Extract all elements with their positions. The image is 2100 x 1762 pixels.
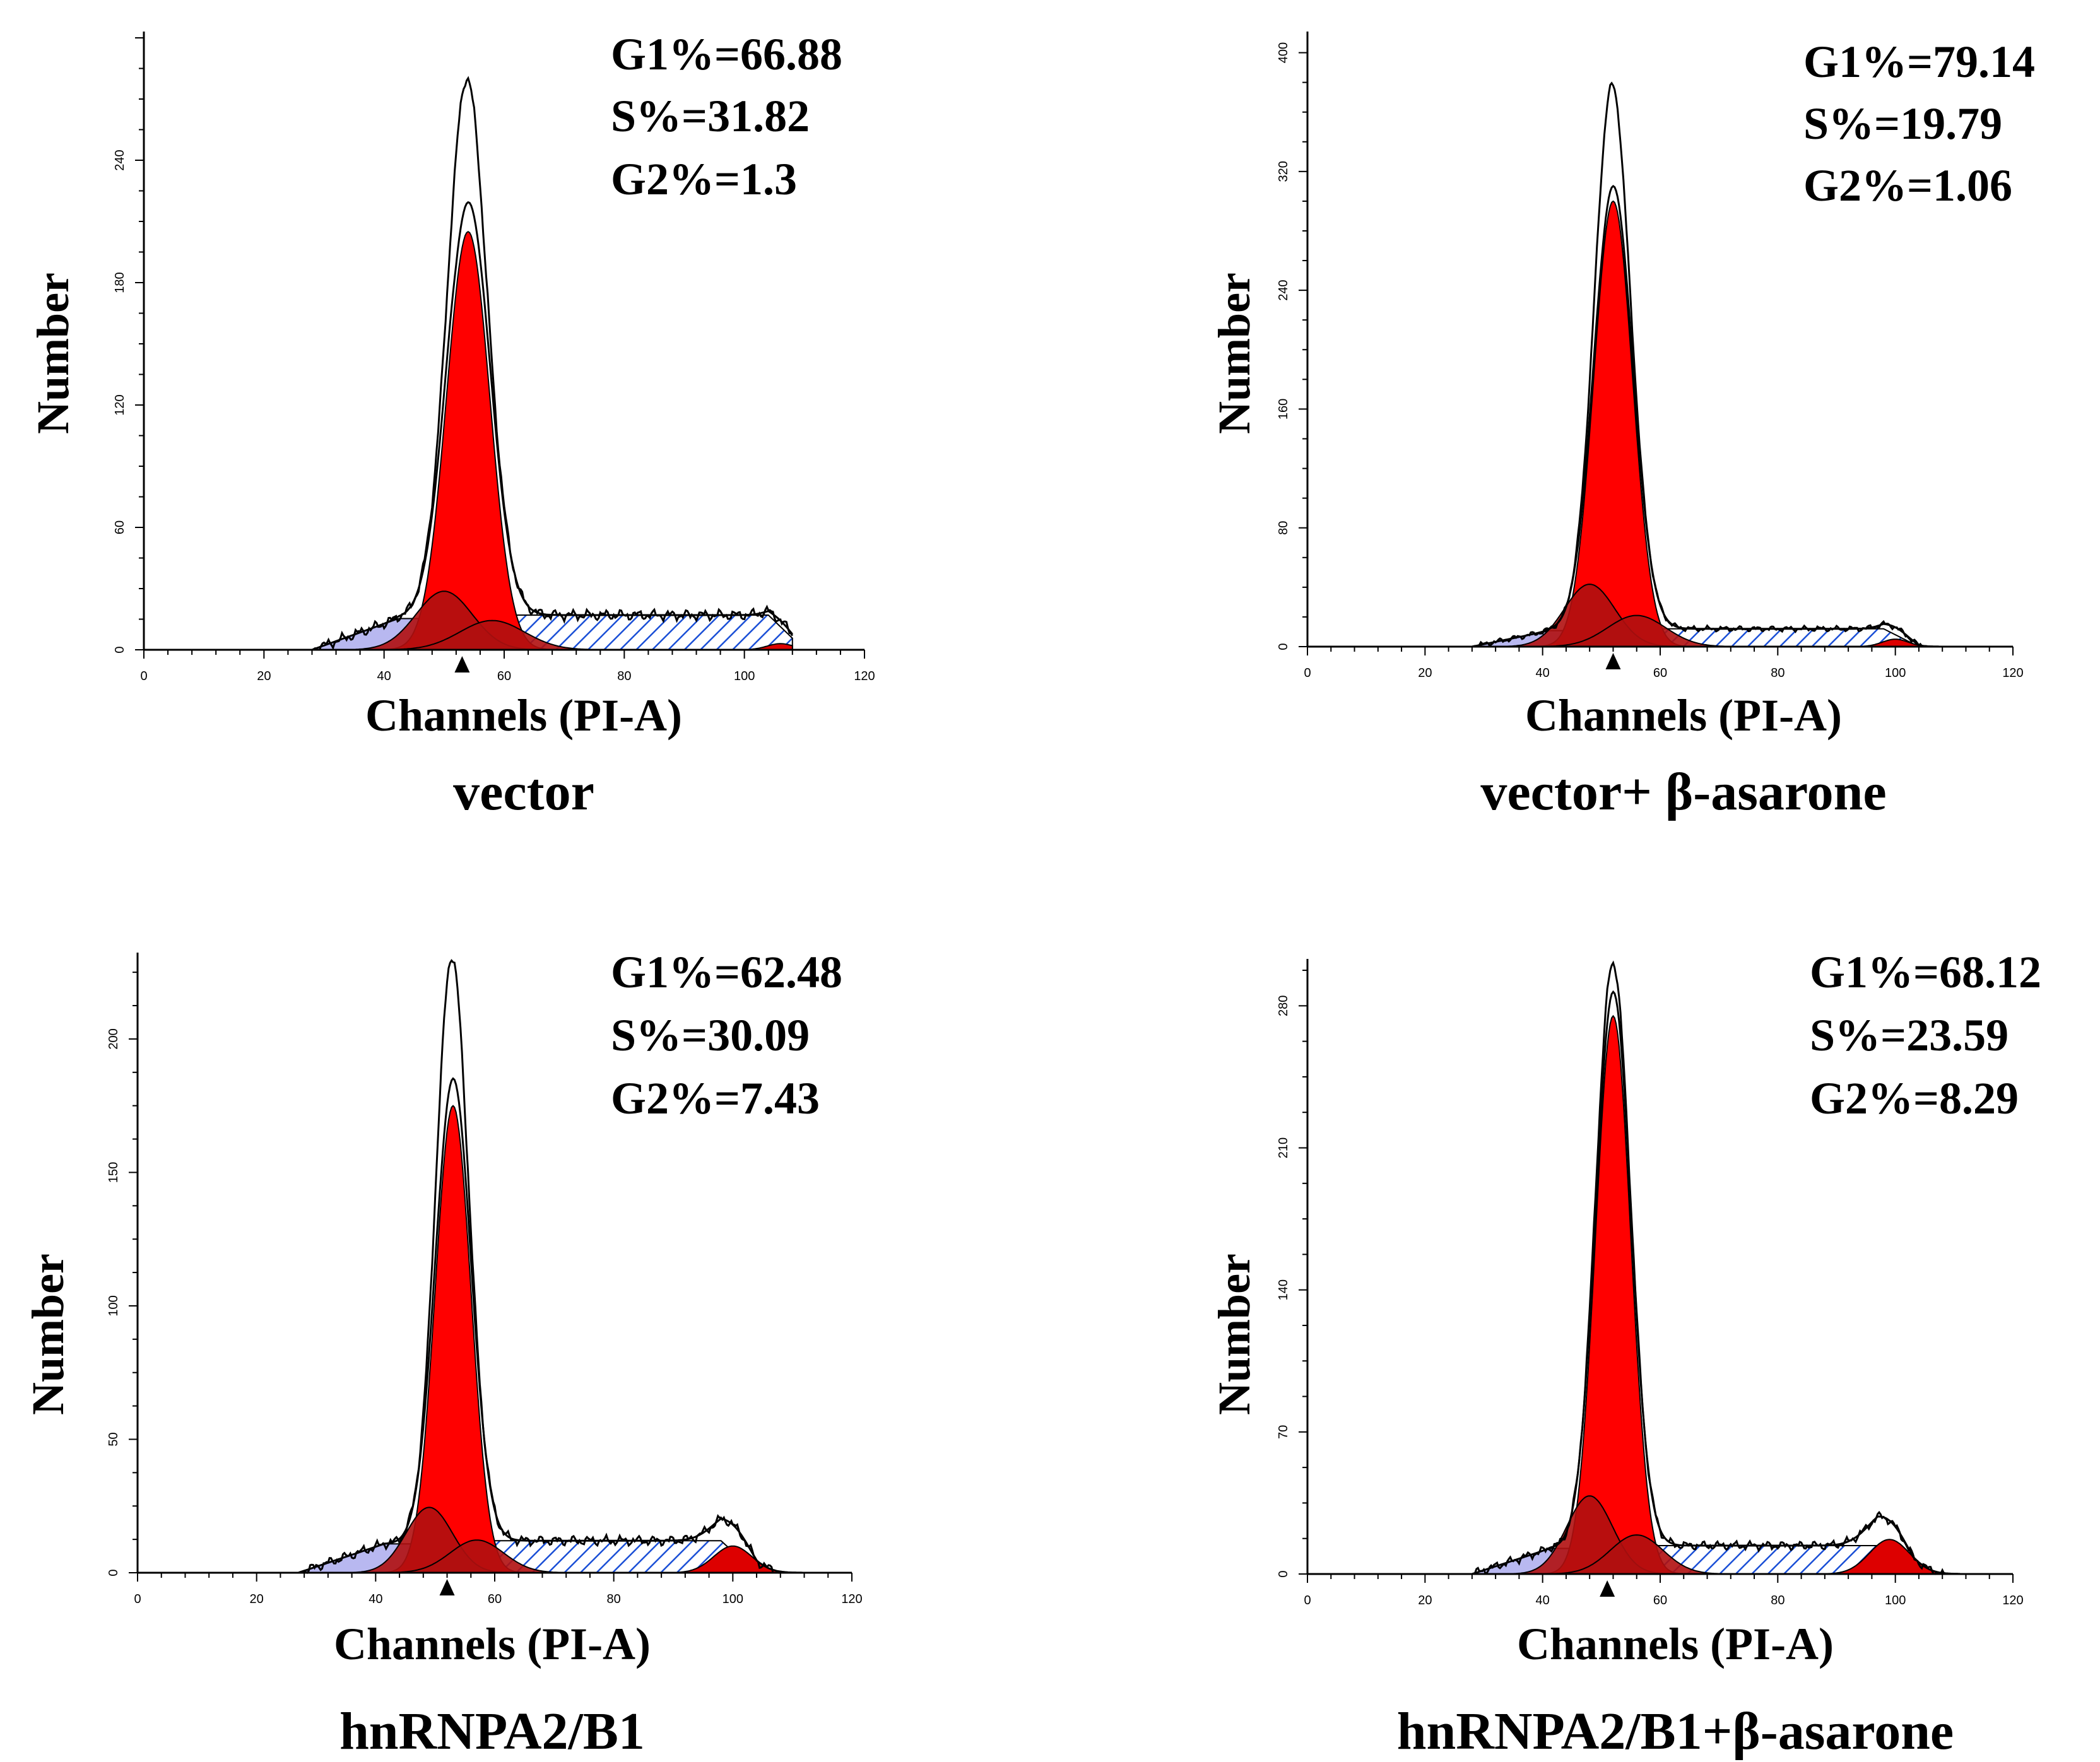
y-tick-label: 0	[113, 646, 127, 653]
g1-peak	[1472, 200, 1943, 647]
y-tick-label: 320	[1277, 161, 1290, 182]
x-tick-label: 100	[1885, 1594, 1906, 1607]
x-tick-label: 60	[488, 1592, 502, 1606]
x-tick-label: 60	[497, 669, 511, 683]
model-fit-line	[311, 201, 793, 651]
x-axis-title: Channels (PI-A)	[334, 1619, 651, 1669]
raw-data-line	[1472, 81, 1943, 648]
s-percent: S%=19.79	[1803, 98, 2002, 149]
model-fit-line	[1472, 185, 1943, 648]
histogram-panel-hnrnpa2b1-beta-asarone: 0 20 40 60 80 100 120 0 70 140 210 280 Channels (PI…	[1209, 947, 2041, 1761]
x-tick-label: 60	[1653, 1594, 1667, 1607]
plot-area: 0 20 40 60 80 100 120 0 80 160 240 320 400	[1277, 32, 2024, 680]
y-tick-label: 50	[107, 1432, 121, 1446]
peak-marker-triangle	[454, 656, 470, 672]
plot-area: 0 20 40 60 80 100 120 0 70 140 210 280	[1277, 959, 2024, 1607]
y-tick-label: 280	[1277, 996, 1290, 1016]
x-axis-title: Channels (PI-A)	[365, 690, 682, 741]
s-percent: S%=30.09	[611, 1010, 810, 1060]
x-tick-label: 120	[841, 1592, 862, 1606]
plot-area: 0 20 40 60 80 100 120 0 60 120 180 240	[113, 32, 875, 683]
histogram-panel-vector: 0 20 40 60 80 100 120 0 60 120 180 240 Channels (PI…	[28, 29, 875, 821]
x-tick-label: 120	[854, 669, 875, 683]
g2-percent: G2%=1.3	[611, 154, 797, 204]
x-tick-label: 40	[1536, 1594, 1550, 1607]
y-axis-title: Number	[23, 1254, 73, 1415]
y-tick-label: 0	[1277, 643, 1290, 650]
x-tick-label: 0	[134, 1592, 141, 1606]
x-tick-label: 60	[1653, 666, 1667, 680]
g2-percent: G2%=8.29	[1810, 1073, 2019, 1124]
x-tick-label: 40	[369, 1592, 382, 1606]
y-axis-title: Number	[1209, 1254, 1259, 1415]
y-axis-title: Number	[28, 273, 78, 434]
y-tick-label: 150	[107, 1162, 121, 1183]
x-tick-label: 40	[377, 669, 391, 683]
g1-percent: G1%=62.48	[611, 947, 842, 997]
x-tick-label: 120	[2002, 1594, 2023, 1607]
x-tick-label: 120	[2002, 666, 2023, 680]
x-tick-label: 20	[250, 1592, 264, 1606]
g1-peak	[312, 230, 793, 650]
x-tick-label: 80	[1771, 1594, 1784, 1607]
x-tick-label: 40	[1536, 666, 1550, 680]
y-tick-label: 100	[107, 1295, 121, 1316]
peak-marker-triangle	[439, 1579, 455, 1595]
g1-percent: G1%=66.88	[611, 29, 842, 79]
y-tick-label: 140	[1277, 1279, 1290, 1300]
raw-data-line	[311, 76, 794, 651]
x-tick-label: 100	[723, 1592, 743, 1606]
condition-label: hnRNPA2/B1+β-asarone	[1397, 1702, 1954, 1761]
y-tick-label: 60	[113, 520, 127, 534]
y-tick-label: 0	[107, 1569, 121, 1576]
condition-label: hnRNPA2/B1	[339, 1702, 645, 1761]
x-tick-label: 100	[734, 669, 755, 683]
condition-label: vector	[453, 763, 594, 821]
g1-percent: G1%=79.14	[1803, 37, 2035, 87]
y-tick-label: 80	[1277, 521, 1290, 535]
histogram-panel-hnrnpa2b1: 0 20 40 60 80 100 120 0 50 100 150 200 Channels (PI…	[23, 947, 863, 1761]
y-tick-label: 120	[113, 394, 127, 415]
s-percent: S%=23.59	[1810, 1010, 2009, 1060]
x-tick-label: 20	[1418, 666, 1432, 680]
y-tick-label: 0	[1277, 1570, 1290, 1577]
y-tick-label: 180	[113, 272, 127, 293]
s-percent: S%=31.82	[611, 91, 810, 141]
model-fit-line	[298, 1077, 805, 1574]
peak-marker-triangle	[1600, 1580, 1615, 1597]
g2-percent: G2%=1.06	[1803, 160, 2012, 211]
x-tick-label: 0	[140, 669, 147, 683]
y-tick-label: 240	[1277, 279, 1290, 300]
x-tick-label: 80	[1771, 666, 1784, 680]
x-tick-label: 0	[1304, 1594, 1311, 1607]
x-tick-label: 80	[617, 669, 631, 683]
condition-label: vector+ β-asarone	[1480, 763, 1886, 821]
histogram-panel-vector-beta-asarone: 0 20 40 60 80 100 120 0 80 160 240 320 400 Channels …	[1209, 32, 2035, 821]
y-tick-label: 240	[113, 150, 127, 170]
x-tick-label: 20	[257, 669, 271, 683]
plot-area: 0 20 40 60 80 100 120 0 50 100 150 200	[107, 953, 863, 1606]
y-tick-label: 400	[1277, 42, 1290, 63]
x-axis-title: Channels (PI-A)	[1525, 690, 1842, 741]
y-tick-label: 160	[1277, 399, 1290, 420]
g2-percent: G2%=7.43	[611, 1073, 820, 1124]
x-tick-label: 0	[1304, 666, 1311, 680]
y-tick-label: 210	[1277, 1137, 1290, 1158]
y-axis-title: Number	[1209, 273, 1259, 434]
x-axis-title: Channels (PI-A)	[1517, 1619, 1834, 1669]
y-tick-label: 200	[107, 1028, 121, 1049]
raw-data-line	[298, 959, 805, 1574]
x-tick-label: 80	[607, 1592, 621, 1606]
g1-percent: G1%=68.12	[1810, 947, 2041, 997]
g1-peak	[298, 1105, 805, 1573]
peak-marker-triangle	[1605, 653, 1621, 669]
x-tick-label: 20	[1418, 1594, 1432, 1607]
y-tick-label: 70	[1277, 1425, 1290, 1439]
raw-data-line	[1472, 960, 1961, 1575]
x-tick-label: 100	[1885, 666, 1906, 680]
